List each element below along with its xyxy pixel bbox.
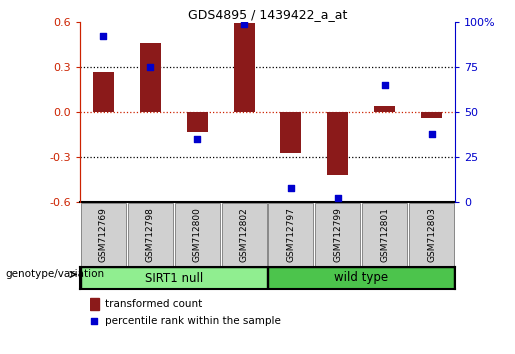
Point bbox=[334, 195, 342, 201]
FancyBboxPatch shape bbox=[268, 202, 314, 266]
Text: GSM712769: GSM712769 bbox=[99, 207, 108, 262]
Point bbox=[90, 319, 98, 324]
FancyBboxPatch shape bbox=[315, 202, 360, 266]
Text: GSM712798: GSM712798 bbox=[146, 207, 155, 262]
Point bbox=[287, 185, 295, 190]
Bar bbox=[90, 297, 99, 310]
Text: SIRT1 null: SIRT1 null bbox=[145, 272, 203, 285]
Bar bbox=[140, 43, 161, 112]
Bar bbox=[421, 112, 442, 118]
FancyBboxPatch shape bbox=[128, 202, 173, 266]
FancyBboxPatch shape bbox=[175, 202, 220, 266]
FancyBboxPatch shape bbox=[362, 202, 407, 266]
Point bbox=[146, 64, 154, 70]
Text: GSM712800: GSM712800 bbox=[193, 207, 202, 262]
FancyBboxPatch shape bbox=[81, 202, 126, 266]
Text: genotype/variation: genotype/variation bbox=[5, 269, 104, 279]
FancyBboxPatch shape bbox=[409, 202, 454, 266]
Text: GSM712799: GSM712799 bbox=[333, 207, 342, 262]
Point bbox=[99, 34, 108, 39]
Point bbox=[240, 21, 248, 27]
Text: GSM712797: GSM712797 bbox=[286, 207, 296, 262]
Text: percentile rank within the sample: percentile rank within the sample bbox=[105, 316, 281, 326]
Point bbox=[381, 82, 389, 88]
Text: GSM712803: GSM712803 bbox=[427, 207, 436, 262]
Text: GSM712801: GSM712801 bbox=[380, 207, 389, 262]
FancyBboxPatch shape bbox=[81, 267, 267, 289]
Text: transformed count: transformed count bbox=[105, 299, 202, 309]
Title: GDS4895 / 1439422_a_at: GDS4895 / 1439422_a_at bbox=[188, 8, 347, 21]
Text: GSM712802: GSM712802 bbox=[239, 207, 249, 262]
Point bbox=[427, 131, 436, 136]
Bar bbox=[280, 112, 301, 153]
Bar bbox=[374, 106, 395, 112]
Bar bbox=[93, 72, 114, 112]
Bar bbox=[186, 112, 208, 131]
FancyBboxPatch shape bbox=[221, 202, 267, 266]
FancyBboxPatch shape bbox=[268, 267, 454, 289]
Point bbox=[193, 136, 201, 142]
Bar bbox=[233, 23, 254, 112]
Text: wild type: wild type bbox=[334, 272, 388, 285]
Bar bbox=[327, 112, 348, 175]
